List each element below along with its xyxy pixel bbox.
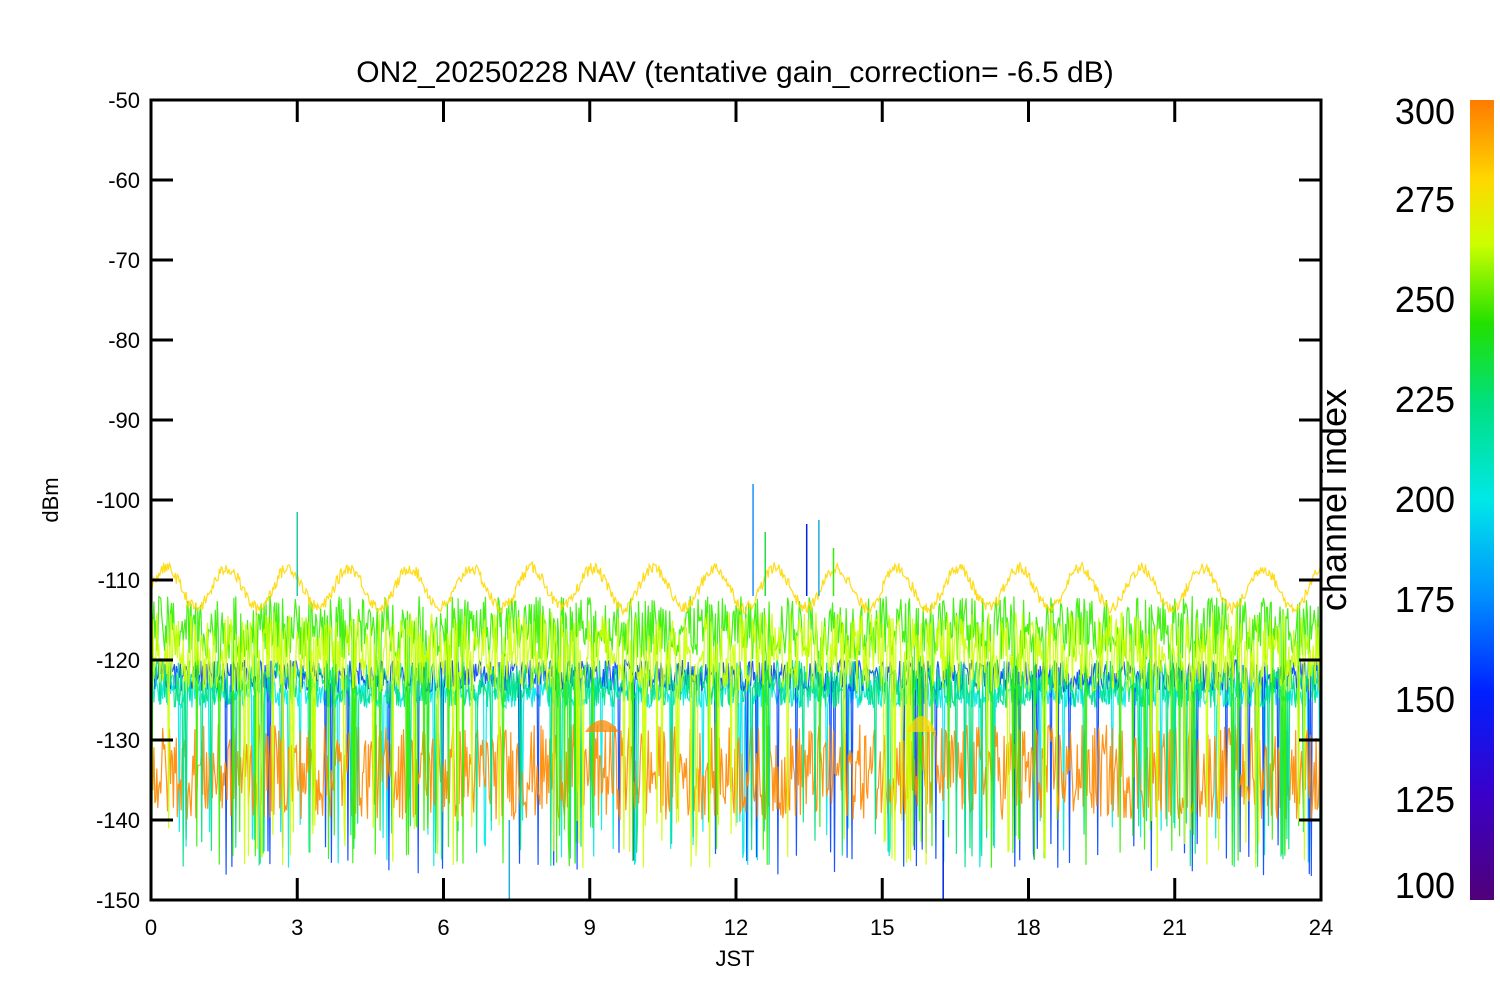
colorbar-gradient <box>1470 100 1494 900</box>
y-tick-label: -70 <box>108 248 140 273</box>
colorbar-tick-label: 100 <box>1395 865 1455 906</box>
colorbar-tick-label: 150 <box>1395 679 1455 720</box>
colorbar-tick-label: 125 <box>1395 779 1455 820</box>
y-tick-label: -140 <box>96 808 140 833</box>
x-tick-label: 9 <box>584 915 596 940</box>
colorbar-tick-label: 275 <box>1395 179 1455 220</box>
colorbar-tick-label: 250 <box>1395 279 1455 320</box>
plot-data-area <box>151 484 1321 900</box>
y-tick-label: -120 <box>96 648 140 673</box>
y-axis: -50 -60 -70 -80 -90 -100 -110 -120 -130 -140 -150 <box>96 88 1321 913</box>
y-tick-label: -110 <box>98 568 140 593</box>
colorbar-ticks: 100 125 150 175 200 225 250 275 300 <box>1395 91 1455 906</box>
x-tick-label: 6 <box>437 915 449 940</box>
spectral-feature-1 <box>584 720 619 732</box>
y-tick-label: -80 <box>108 328 140 353</box>
x-axis-label: JST <box>715 946 754 971</box>
y-axis-label: dBm <box>38 477 63 522</box>
colorbar-title: channel index <box>1313 389 1354 611</box>
x-tick-label: 3 <box>291 915 303 940</box>
y-tick-label: -150 <box>96 888 140 913</box>
colorbar-tick-label: 300 <box>1395 91 1455 132</box>
chart-title: ON2_20250228 NAV (tentative gain_correct… <box>356 56 1113 89</box>
x-axis: 0 3 6 9 12 15 18 21 24 <box>145 100 1333 940</box>
y-tick-label: -50 <box>108 88 140 113</box>
y-tick-label: -100 <box>96 488 140 513</box>
x-tick-label: 12 <box>724 915 748 940</box>
y-tick-label: -130 <box>96 728 140 753</box>
spectral-feature-2 <box>906 716 936 732</box>
x-tick-label: 18 <box>1016 915 1040 940</box>
series-line-ch262 <box>151 611 1321 868</box>
series-line-ch275 <box>151 560 1321 616</box>
colorbar-tick-label: 175 <box>1395 579 1455 620</box>
y-tick-label: -90 <box>108 408 140 433</box>
colorbar-tick-label: 200 <box>1395 479 1455 520</box>
x-tick-label: 24 <box>1309 915 1333 940</box>
x-tick-label: 15 <box>870 915 894 940</box>
x-tick-label: 21 <box>1163 915 1187 940</box>
colorbar <box>1470 100 1494 900</box>
colorbar-tick-label: 225 <box>1395 379 1455 420</box>
x-tick-label: 0 <box>145 915 157 940</box>
y-tick-label: -60 <box>108 168 140 193</box>
